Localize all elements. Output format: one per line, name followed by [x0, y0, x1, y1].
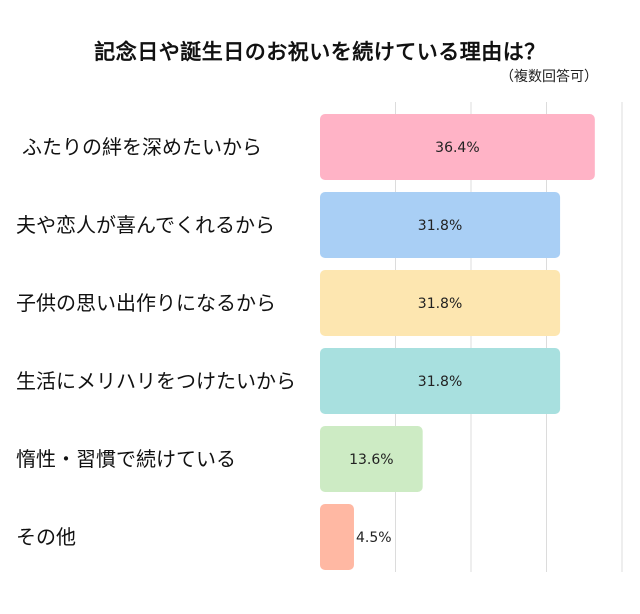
bar	[320, 504, 354, 570]
bar	[320, 192, 561, 258]
bar	[320, 348, 561, 414]
data-label: 31.8%	[418, 374, 462, 390]
bar	[320, 426, 423, 492]
data-label: 13.6%	[349, 452, 393, 468]
category-label: 夫や恋人が喜んでくれるから	[16, 213, 275, 237]
category-label: 惰性・習慣で続けている	[16, 447, 236, 471]
chart-title: 記念日や誕生日のお祝いを続けている理由は？	[94, 40, 546, 64]
data-label: 36.4%	[435, 140, 479, 156]
data-label: 31.8%	[418, 296, 462, 312]
chart-subtitle: （複数回答可）	[500, 69, 598, 85]
category-label: 子供の思い出作りになるから	[16, 291, 276, 315]
category-label: 生活にメリハリをつけたいから	[16, 369, 296, 393]
bar	[320, 270, 561, 336]
category-label: ふたりの絆を深めたいから	[22, 135, 262, 159]
category-label: その他	[16, 525, 76, 549]
data-label: 31.8%	[418, 218, 462, 234]
data-label: 4.5%	[356, 530, 392, 546]
bar	[320, 114, 595, 180]
